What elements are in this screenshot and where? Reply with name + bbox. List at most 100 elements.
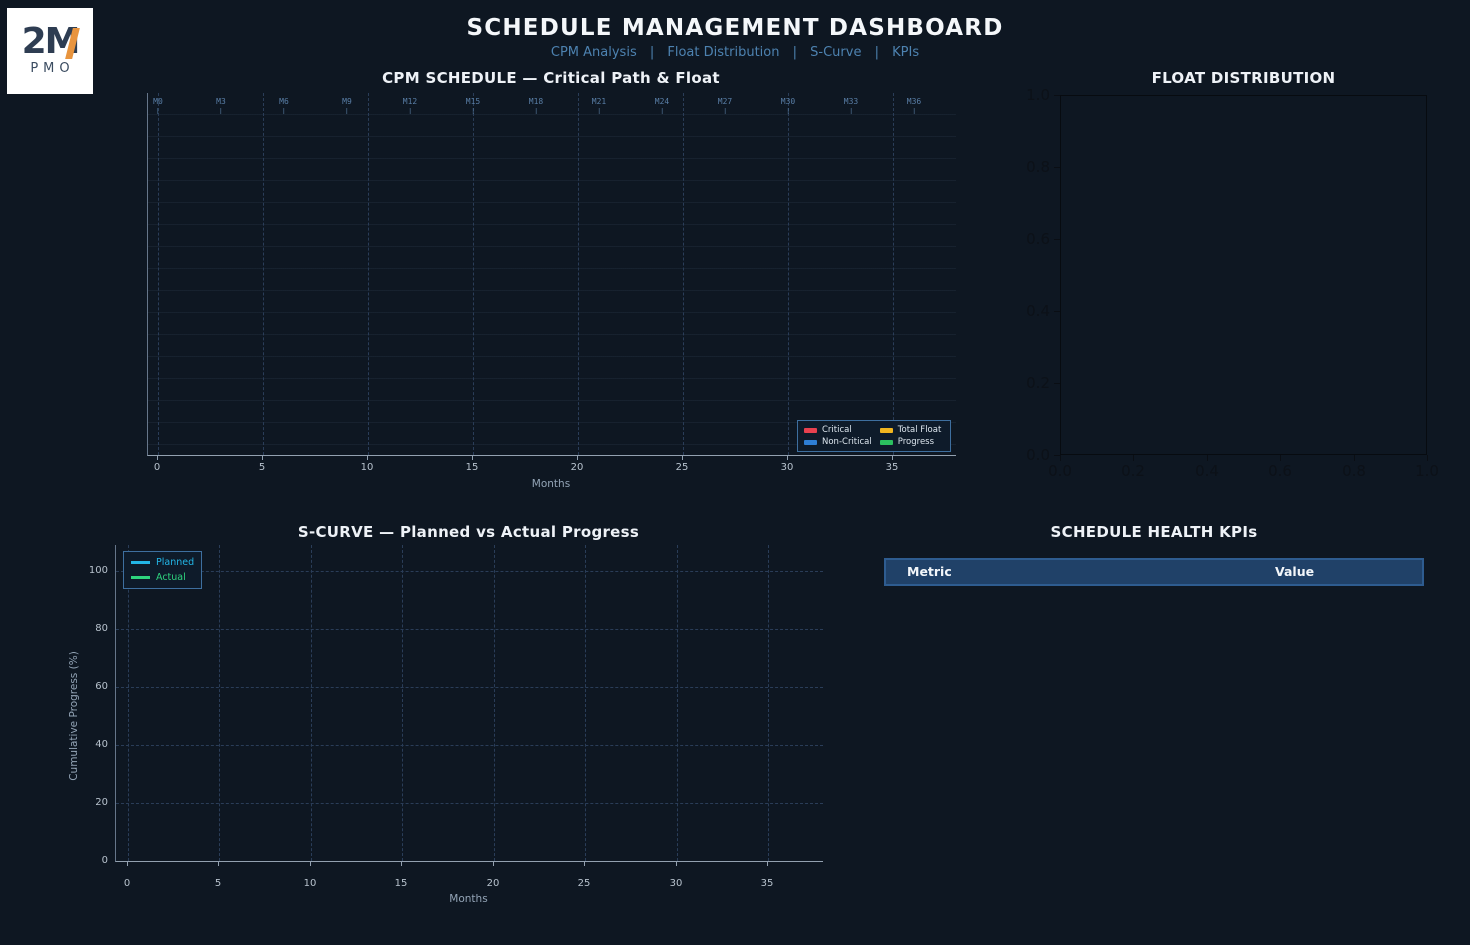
x-tick-label: 10 <box>303 878 317 889</box>
legend-label: Critical <box>822 425 852 435</box>
actual-line-swatch <box>131 576 150 579</box>
non-critical-swatch <box>804 439 817 445</box>
planned-line-swatch <box>131 561 150 564</box>
nav-item-kpis[interactable]: KPIs <box>892 45 920 60</box>
axis-tick <box>1054 311 1060 312</box>
gridline <box>768 545 769 861</box>
gridline <box>116 687 823 688</box>
gridline <box>311 545 312 861</box>
legend-item: Non-Critical <box>804 437 872 447</box>
gridline <box>893 93 894 455</box>
legend-label: Actual <box>156 572 186 583</box>
x-tick-label: 20 <box>570 462 584 473</box>
y-tick-label: 0.2 <box>1026 374 1050 392</box>
milestone-label: M36 <box>907 97 921 114</box>
x-tick-label: 0.4 <box>1195 462 1219 480</box>
milestone-label: M9 <box>342 97 352 114</box>
page-title: SCHEDULE MANAGEMENT DASHBOARD <box>466 15 1004 41</box>
axis-tick <box>767 862 768 866</box>
axis-tick <box>1207 455 1208 461</box>
nav-breadcrumb: CPM Analysis | Float Distribution | S-Cu… <box>0 45 1470 60</box>
axis-tick <box>1054 167 1060 168</box>
x-tick-label: 35 <box>885 462 899 473</box>
axis-tick <box>472 456 473 460</box>
milestone-label: M30 <box>781 97 795 114</box>
gridline <box>263 93 264 455</box>
nav-item-float-distribution[interactable]: Float Distribution <box>667 45 780 60</box>
gridline <box>128 545 129 861</box>
y-tick-label: 100 <box>88 565 108 576</box>
y-tick-label: 0 <box>101 855 108 866</box>
nav-item-s-curve[interactable]: S-Curve <box>810 45 862 60</box>
y-tick-label: 80 <box>95 623 108 634</box>
scurve-legend: Planned Actual <box>123 551 203 589</box>
axis-tick <box>676 862 677 866</box>
y-tick-label: 0.6 <box>1026 230 1050 248</box>
axis-tick <box>401 862 402 866</box>
x-tick-label: 0.6 <box>1268 462 1292 480</box>
x-tick-label: 0.2 <box>1121 462 1145 480</box>
scurve-plot-area <box>115 545 823 862</box>
gridline <box>494 545 495 861</box>
cpm-xaxis-label: Months <box>531 478 571 490</box>
scurve-yaxis-label: Cumulative Progress (%) <box>68 651 80 781</box>
gridline <box>116 803 823 804</box>
x-tick-label: 15 <box>394 878 408 889</box>
legend-item: Planned <box>131 557 194 568</box>
gridline <box>116 629 823 630</box>
scurve-xaxis-label: Months <box>449 893 488 905</box>
cpm-legend: Critical Total Float Non-Critical Progre… <box>797 420 951 452</box>
x-tick-label: 0 <box>123 878 131 889</box>
milestone-label: M3 <box>216 97 226 114</box>
nav-item-cpm-analysis[interactable]: CPM Analysis <box>550 45 637 60</box>
gridline <box>473 93 474 455</box>
y-tick-label: 0.0 <box>1026 446 1050 464</box>
legend-item: Progress <box>879 437 944 447</box>
axis-tick <box>493 862 494 866</box>
y-tick-label: 0.4 <box>1026 302 1050 320</box>
axis-tick <box>577 456 578 460</box>
x-tick-label: 25 <box>577 878 591 889</box>
y-tick-label: 40 <box>95 739 108 750</box>
axis-tick <box>584 862 585 866</box>
x-tick-label: 30 <box>669 878 683 889</box>
milestone-label: M33 <box>844 97 858 114</box>
x-tick-label: 10 <box>360 462 374 473</box>
gridline <box>116 745 823 746</box>
legend-label: Planned <box>156 557 195 568</box>
x-tick-label: 0.8 <box>1342 462 1366 480</box>
axis-tick <box>1054 239 1060 240</box>
milestone-label: M27 <box>718 97 732 114</box>
legend-label: Non-Critical <box>822 437 872 447</box>
x-tick-label: 5 <box>214 878 222 889</box>
x-tick-label: 15 <box>465 462 479 473</box>
axis-tick <box>1280 455 1281 461</box>
kpi-panel-title: SCHEDULE HEALTH KPIs <box>1050 523 1258 541</box>
axis-tick <box>787 456 788 460</box>
axis-tick <box>310 862 311 866</box>
scurve-chart-title: S-CURVE — Planned vs Actual Progress <box>297 523 640 541</box>
nav-separator: | <box>649 45 655 60</box>
x-tick-label: 30 <box>780 462 794 473</box>
axis-tick <box>1054 383 1060 384</box>
total-float-swatch <box>879 427 893 433</box>
axis-tick <box>892 456 893 460</box>
gridline <box>578 93 579 455</box>
legend-item: Actual <box>131 572 194 583</box>
nav-separator: | <box>874 45 879 60</box>
kpi-table-header: Metric Value <box>884 558 1424 586</box>
milestone-label: M12 <box>403 97 417 114</box>
milestone-label: M18 <box>529 97 543 114</box>
y-tick-label: 1.0 <box>1026 86 1050 104</box>
logo-pmo-label: PMO <box>30 61 75 76</box>
kpi-column-value: Value <box>1275 564 1315 579</box>
legend-label: Progress <box>897 437 935 447</box>
axis-tick <box>1133 455 1134 461</box>
gridline <box>368 93 369 455</box>
axis-tick <box>262 456 263 460</box>
milestone-label: M15 <box>466 97 480 114</box>
milestone-label: M21 <box>592 97 606 114</box>
x-tick-label: 0 <box>153 462 161 473</box>
x-tick-label: 25 <box>675 462 689 473</box>
x-tick-label: 20 <box>486 878 500 889</box>
